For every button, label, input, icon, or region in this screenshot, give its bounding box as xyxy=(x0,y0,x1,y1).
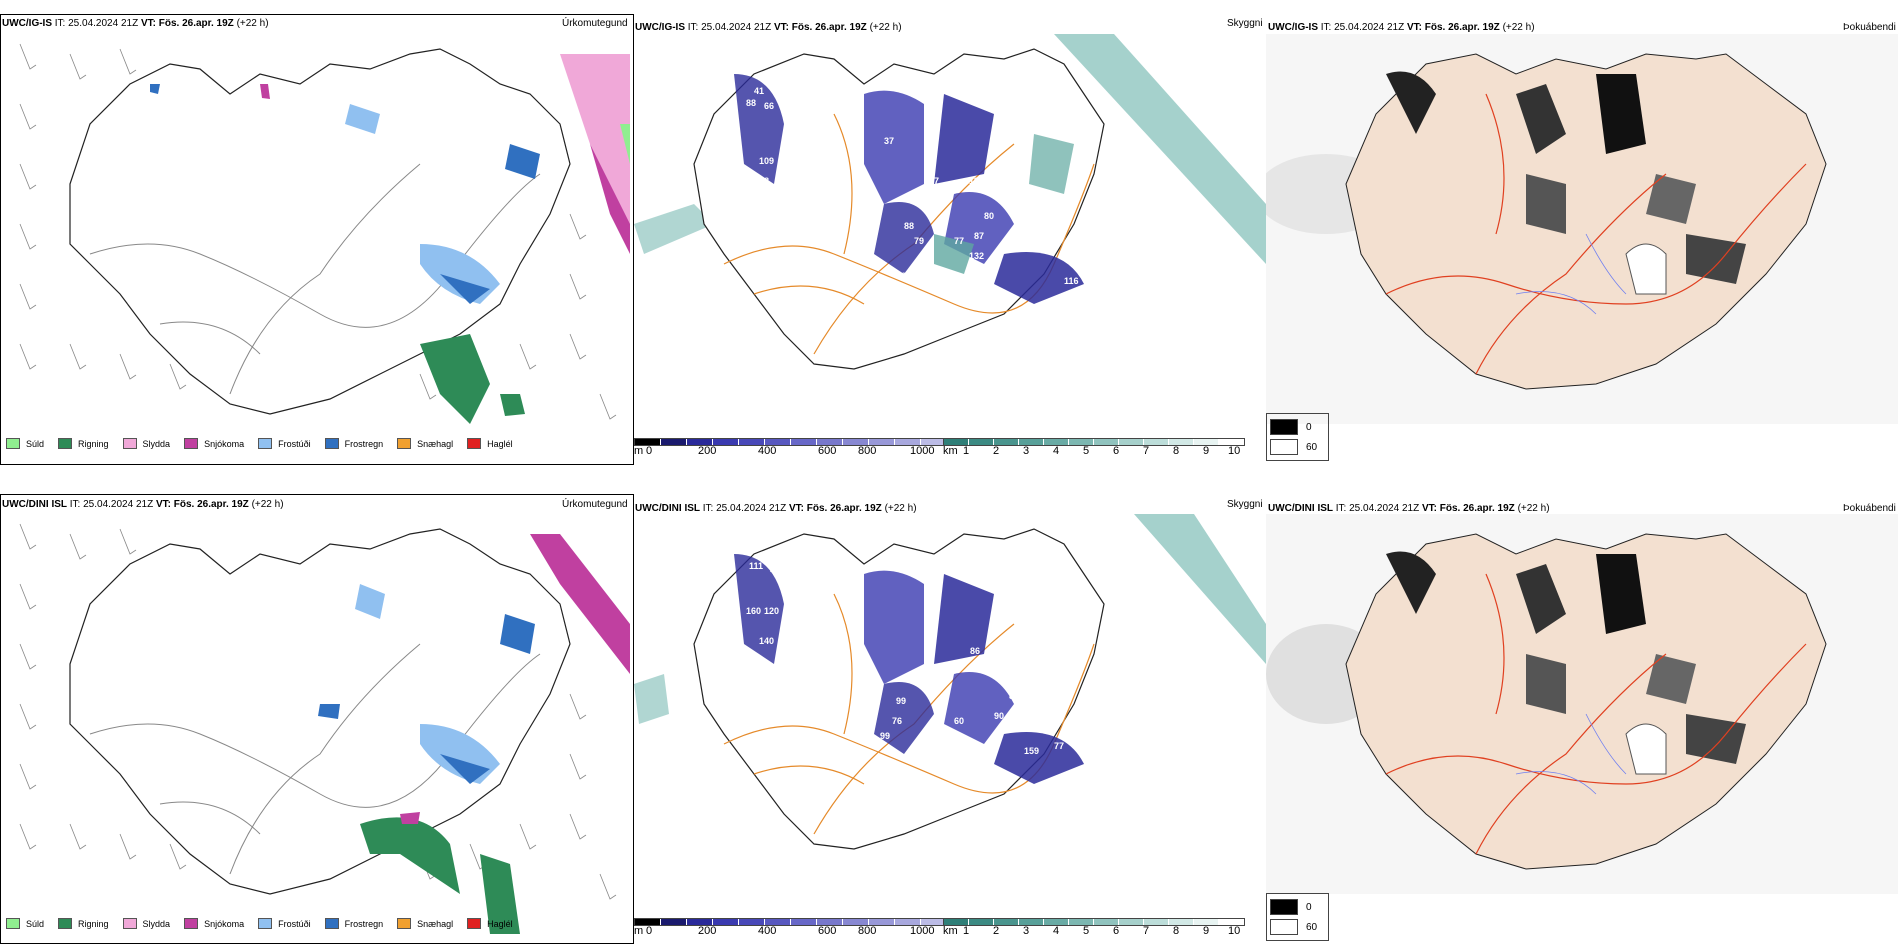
precip-type-panel-bottom xyxy=(0,494,634,944)
ceiling-colorbar-bottom: m 0 200 400 600 800 1000 xyxy=(634,918,948,940)
cloud-map-top: 41 88 66 90 109 68 37 27 106 116 80 87 1… xyxy=(634,34,1266,370)
legend-item-rigning: Rigning xyxy=(58,438,109,449)
svg-text:109: 109 xyxy=(759,156,774,166)
svg-text:82: 82 xyxy=(1009,691,1019,701)
legend-item-snjokoma: Snjókoma xyxy=(184,438,244,449)
svg-text:116: 116 xyxy=(969,176,984,186)
fog-title-top: Þokuábendi xyxy=(1843,22,1896,33)
svg-text:116: 116 xyxy=(1064,276,1079,286)
svg-text:41: 41 xyxy=(754,86,764,96)
cloud-title-top: Skyggni xyxy=(1227,18,1263,29)
svg-text:90: 90 xyxy=(784,126,794,136)
svg-text:37: 37 xyxy=(884,136,894,146)
svg-text:76: 76 xyxy=(769,564,779,574)
svg-text:99: 99 xyxy=(880,731,890,741)
legend-item-frostudi: Frostúði xyxy=(258,438,311,449)
ceiling-unit: m xyxy=(634,445,644,457)
fog-title-bottom: Þokuábendi xyxy=(1843,503,1896,514)
svg-text:88: 88 xyxy=(746,98,756,108)
visibility-colorbar-bottom: km 1 2 3 4 5 6 7 8 9 10 xyxy=(943,918,1245,940)
svg-text:111: 111 xyxy=(749,561,763,571)
fog-map-bottom xyxy=(1266,514,1898,894)
legend-item-snaehagl: Snæhagl xyxy=(397,438,453,449)
legend-item-frostregn: Frostregn xyxy=(324,438,383,449)
svg-text:140: 140 xyxy=(759,636,774,646)
svg-text:80: 80 xyxy=(984,211,994,221)
legend-item-haglel: Haglél xyxy=(467,438,513,449)
svg-text:77: 77 xyxy=(1054,741,1064,751)
fog-map-top xyxy=(1266,34,1898,424)
svg-text:106: 106 xyxy=(929,191,944,201)
header-fog-bottom: UWC/DINI ISL IT: 25.04.2024 21Z VT: Fös.… xyxy=(1268,503,1550,514)
precip-legend-bottom: Súld Rigning Slydda Snjókoma Frostúði Fr… xyxy=(6,918,527,929)
header-precip-top: UWC/IG-IS IT: 25.04.2024 21Z VT: Fös. 26… xyxy=(2,18,269,29)
svg-text:77: 77 xyxy=(954,236,964,246)
svg-text:159: 159 xyxy=(1024,746,1039,756)
svg-text:132: 132 xyxy=(969,251,984,261)
header-cloud-top: UWC/IG-IS IT: 25.04.2024 21Z VT: Fös. 26… xyxy=(635,22,902,33)
svg-text:76: 76 xyxy=(896,271,906,281)
precip-type-panel-top xyxy=(0,14,634,465)
svg-text:88: 88 xyxy=(904,221,914,231)
svg-text:86: 86 xyxy=(970,646,980,656)
precip-type-title-top: Úrkomutegund xyxy=(562,18,628,29)
svg-text:68: 68 xyxy=(759,176,769,186)
svg-text:160: 160 xyxy=(746,606,761,616)
visibility-unit: km xyxy=(943,445,958,457)
legend-item-slydda: Slydda xyxy=(122,438,170,449)
header-cloud-bottom: UWC/DINI ISL IT: 25.04.2024 21Z VT: Fös.… xyxy=(635,503,917,514)
legend-item-sudl: Súld xyxy=(6,438,44,449)
precip-map-top xyxy=(19,43,630,424)
fog-legend-bottom: 0 60 xyxy=(1266,893,1329,941)
cloud-map-bottom: 111 76 160 120 140 99 76 99 60 86 82 90 … xyxy=(634,514,1266,850)
svg-text:79: 79 xyxy=(914,236,924,246)
header-fog-top: UWC/IG-IS IT: 25.04.2024 21Z VT: Fös. 26… xyxy=(1268,22,1535,33)
svg-text:99: 99 xyxy=(896,696,906,706)
svg-text:87: 87 xyxy=(974,231,984,241)
svg-text:90: 90 xyxy=(994,711,1004,721)
visibility-colorbar-top: km 1 2 3 4 5 6 7 8 9 10 xyxy=(943,438,1245,460)
precip-type-title-bottom: Úrkomutegund xyxy=(562,499,628,510)
svg-text:27: 27 xyxy=(929,176,939,186)
precip-legend-top: Súld Rigning Slydda Snjókoma Frostúði Fr… xyxy=(6,438,527,449)
svg-text:66: 66 xyxy=(764,101,774,111)
svg-text:76: 76 xyxy=(892,716,902,726)
fog-legend-top: 0 60 xyxy=(1266,413,1329,461)
precip-map-bottom xyxy=(19,523,630,934)
ceiling-colorbar-top: m 0 200 400 600 800 1000 xyxy=(634,438,948,460)
svg-text:60: 60 xyxy=(954,716,964,726)
cloud-title-bottom: Skyggni xyxy=(1227,499,1263,510)
header-precip-bottom: UWC/DINI ISL IT: 25.04.2024 21Z VT: Fös.… xyxy=(2,499,284,510)
svg-text:120: 120 xyxy=(764,606,779,616)
